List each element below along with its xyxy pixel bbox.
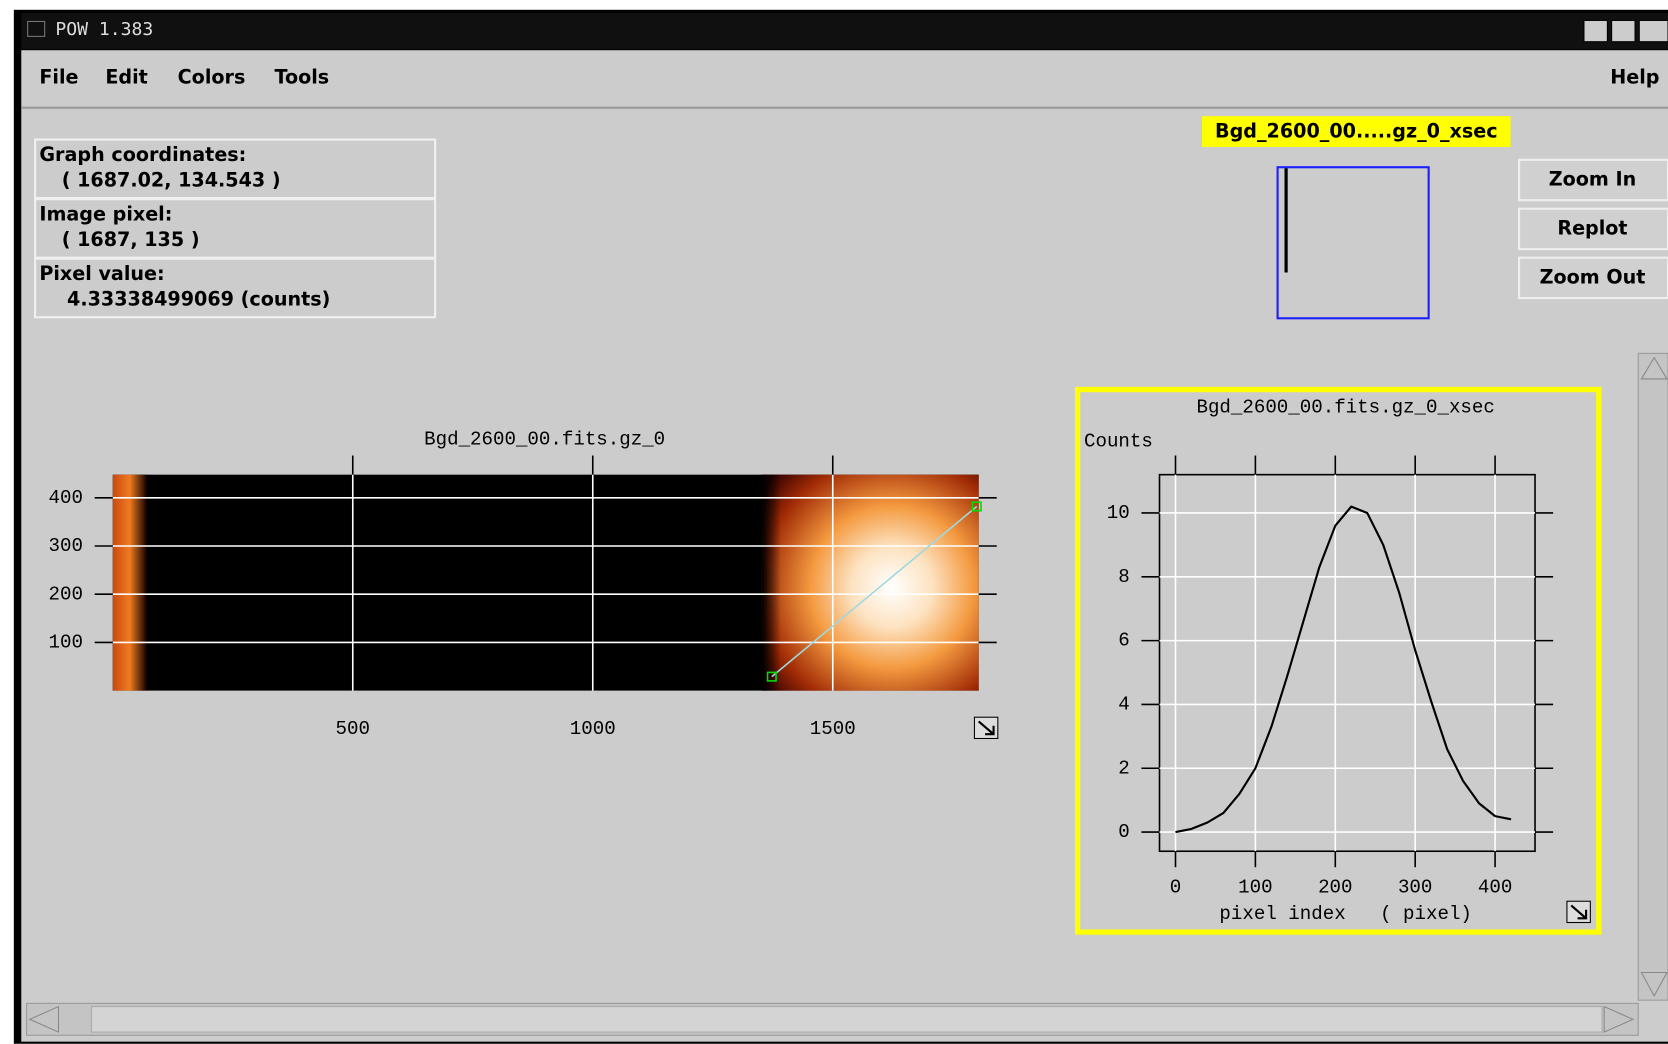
button-label[interactable]: Replot	[1557, 216, 1627, 239]
window-title: POW 1.383	[55, 19, 153, 40]
x-tick-label: 500	[336, 718, 370, 740]
y-tick-label: 0	[1118, 821, 1129, 843]
y-tick-label: 200	[49, 583, 83, 605]
page: {"window": {"title": "POW 1.383"}, "menu…	[0, 0, 1668, 1044]
x-axis-label: pixel index ( pixel)	[1219, 903, 1472, 925]
y-tick-label: 2	[1118, 757, 1129, 779]
buttons: Zoom In Replot Zoom Out	[1519, 160, 1668, 298]
menu-item[interactable]: File	[39, 65, 78, 88]
screen: POW 1.383 File Edit Colors Tools Help Graph…	[0, 0, 1668, 1044]
info-label: Pixel value:	[39, 262, 164, 285]
menu-help[interactable]: Help	[1610, 65, 1659, 88]
y-tick-label: 10	[1107, 502, 1130, 524]
x-tick-label: 400	[1478, 876, 1512, 898]
menu-item[interactable]: Edit	[105, 65, 147, 88]
x-tick-label: 0	[1170, 876, 1181, 898]
x-tick-label: 1000	[570, 718, 616, 740]
info-value: ( 1687.02, 134.543 )	[62, 169, 281, 192]
image	[113, 475, 979, 691]
y-axis-label: Counts	[1084, 431, 1153, 453]
image-left-band	[113, 475, 147, 691]
menu-item[interactable]: Tools	[274, 65, 329, 88]
image-title: Bgd_2600_00.fits.gz_0	[424, 429, 665, 451]
info-value: ( 1687, 135 )	[62, 228, 200, 251]
close-button[interactable]	[1639, 20, 1668, 41]
info-value: 4.33338499069 (counts)	[67, 288, 330, 311]
scroll-thumb[interactable]	[91, 1007, 1602, 1033]
minimize-button[interactable]	[1584, 20, 1607, 41]
button-label[interactable]: Zoom In	[1549, 167, 1636, 190]
y-tick-label: 400	[49, 487, 83, 509]
x-tick-label: 1500	[810, 718, 856, 740]
preview-label[interactable]: Bgd_2600_00.....gz_0_xsec	[1215, 120, 1498, 143]
maximize-button[interactable]	[1612, 20, 1635, 41]
y-tick-label: 300	[49, 535, 83, 557]
y-tick-label: 6	[1118, 630, 1129, 652]
button-label[interactable]: Zoom Out	[1540, 265, 1646, 288]
info-label: Image pixel:	[39, 203, 172, 226]
menu-item[interactable]: Colors	[178, 65, 246, 88]
info-label: Graph coordinates:	[39, 143, 246, 166]
title-bar	[21, 13, 1668, 49]
vertical-scrollbar[interactable]	[1638, 353, 1668, 1000]
y-tick-label: 100	[49, 631, 83, 653]
y-tick-label: 8	[1118, 566, 1129, 588]
x-tick-label: 300	[1398, 876, 1432, 898]
xsec-title: Bgd_2600_00.fits.gz_0_xsec	[1196, 397, 1494, 419]
x-tick-label: 200	[1318, 876, 1352, 898]
y-tick-label: 4	[1118, 694, 1129, 716]
image-edge	[762, 475, 781, 691]
x-tick-label: 100	[1238, 876, 1272, 898]
info-panel: Graph coordinates: ( 1687.02, 134.543 ) Im…	[35, 140, 435, 318]
